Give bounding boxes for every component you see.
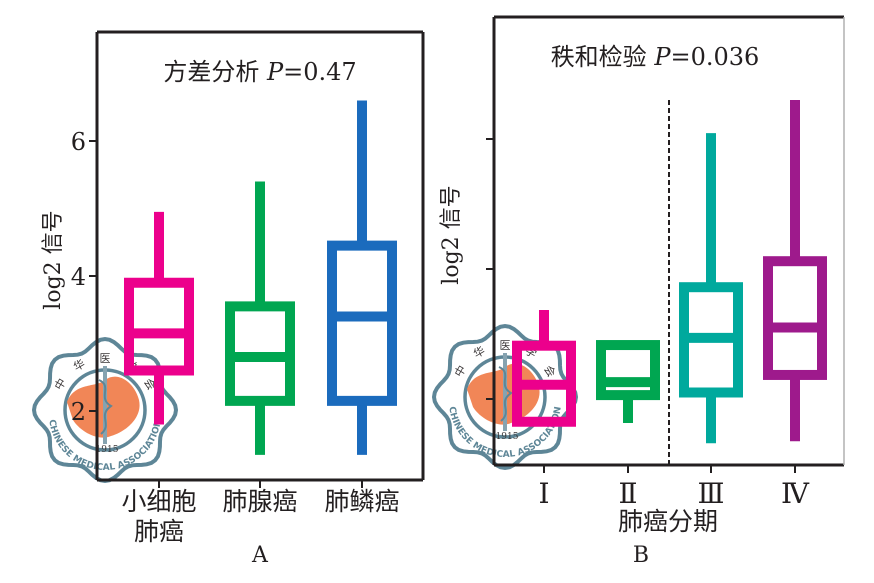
box-2 (679, 133, 743, 444)
panel-label: A (251, 543, 269, 568)
y-tick-label: 2 (71, 398, 86, 426)
chart-title: 秩和检验 P=0.036 (551, 43, 760, 71)
iqr-box (124, 277, 194, 376)
box-0 (512, 309, 576, 427)
y-axis-label: log2 信号 (439, 185, 464, 284)
iqr-box (763, 256, 827, 380)
title-test-name: 秩和检验 (551, 43, 655, 71)
seal-top-char: 医 (500, 339, 511, 352)
seal-snake (498, 366, 513, 422)
title-p-symbol: P (266, 58, 284, 86)
x-category-label: 肺腺癌 (222, 487, 297, 516)
y-axis-label: log2 信号 (41, 210, 66, 309)
x-category-label: 小细胞 (121, 487, 196, 516)
x-axis-label: 肺癌分期 (618, 507, 718, 536)
title-p-value: =0.036 (670, 43, 759, 71)
box-1 (225, 181, 295, 455)
box-2 (327, 100, 397, 455)
box-1 (596, 340, 660, 424)
title-p-symbol: P (653, 43, 671, 71)
seal-top-char: 医 (100, 352, 111, 365)
iqr-box (327, 240, 397, 406)
x-category-label: Ⅲ (697, 477, 724, 510)
x-category-label: Ⅱ (618, 477, 637, 510)
seal-year: 1915 (96, 445, 119, 455)
seal-snake (98, 379, 113, 435)
iqr-box (596, 340, 660, 401)
y-tick-label: 4 (71, 263, 86, 291)
x-category-label: 肺癌 (134, 517, 184, 546)
y-tick-label: 6 (71, 128, 86, 156)
box-3 (763, 100, 827, 442)
seal-year: 1915 (496, 432, 519, 442)
title-test-name: 方差分析 (163, 58, 267, 86)
panel-label: B (633, 543, 649, 568)
x-category-label: Ⅳ (781, 477, 810, 510)
panel-a: 方差分析 P=0.471915中华医学会CHINESE MEDICAL ASSO… (31, 30, 425, 568)
chart-title: 方差分析 P=0.47 (163, 58, 356, 86)
x-category-label: Ⅰ (538, 477, 549, 510)
box-0 (124, 211, 194, 425)
title-p-value: =0.47 (283, 58, 357, 86)
x-category-label: 肺鳞癌 (324, 487, 399, 516)
